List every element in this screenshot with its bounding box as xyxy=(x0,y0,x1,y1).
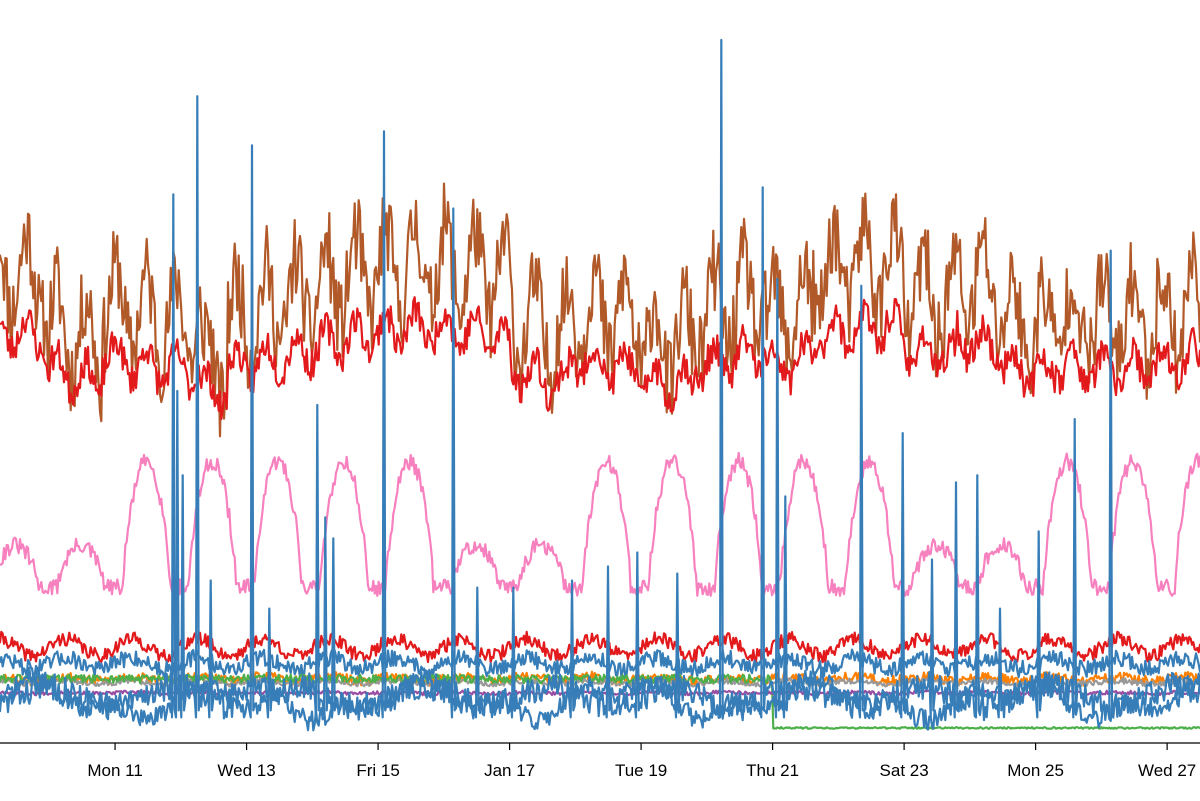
x-tick-label: Sat 23 xyxy=(880,761,929,780)
series-brown xyxy=(0,182,1200,438)
x-tick-label: Tue 19 xyxy=(615,761,667,780)
x-axis: Mon 11 Wed 13 Fri 15 Jan 17 Tue 19 Thu 21 Sat … xyxy=(0,742,1200,780)
x-tick-label: Mon 25 xyxy=(1007,761,1064,780)
x-tick-label: Wed 13 xyxy=(217,761,275,780)
series-blue-spikes xyxy=(0,38,1200,722)
x-tick-label: Thu 21 xyxy=(746,761,799,780)
x-tick-label: Mon 11 xyxy=(87,761,142,780)
series-green xyxy=(0,673,1200,730)
series-red-lower xyxy=(0,630,1200,664)
x-tick-label: Fri 15 xyxy=(356,761,399,780)
x-tick-label: Jan 17 xyxy=(484,761,535,780)
series-pink xyxy=(0,451,1200,597)
series-red-upper xyxy=(0,296,1200,421)
x-tick-label: Wed 27 xyxy=(1138,761,1196,780)
series-blue-middle xyxy=(0,648,1200,679)
series-layer xyxy=(0,38,1200,732)
